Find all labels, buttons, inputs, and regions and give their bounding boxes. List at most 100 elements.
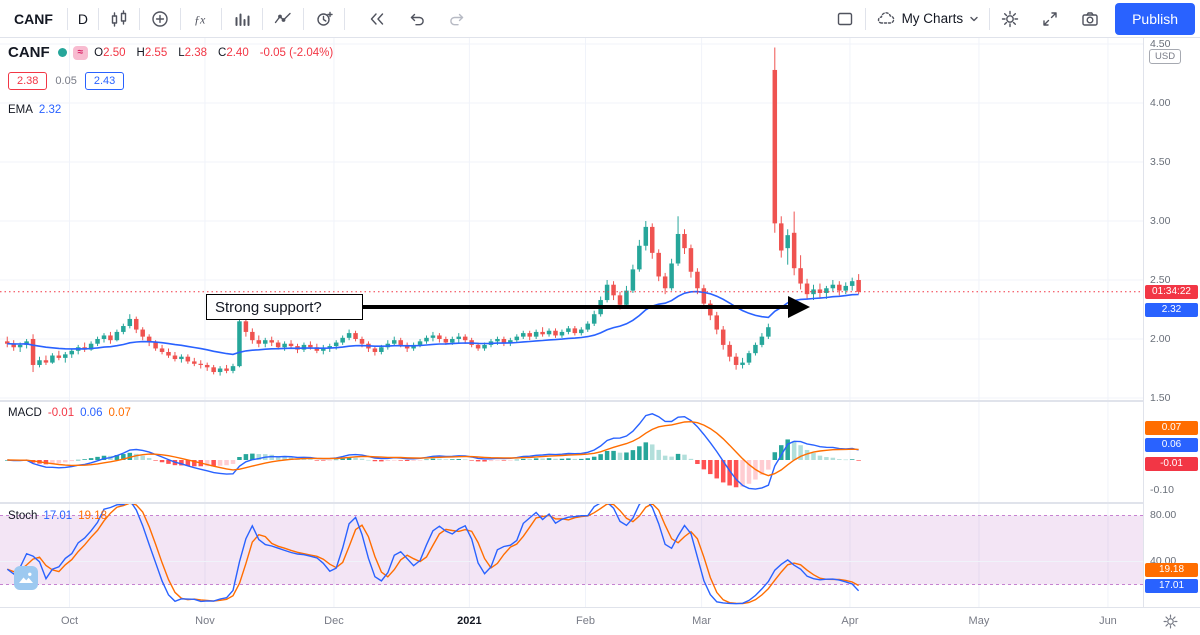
fx-indicators-icon: ƒx — [194, 12, 206, 26]
legend-symbol[interactable]: CANF — [8, 44, 50, 61]
time-axis-label: Mar — [692, 615, 712, 627]
svg-text:ƒx: ƒx — [194, 12, 206, 26]
open-value: 2.50 — [103, 46, 126, 59]
replay-button[interactable] — [357, 0, 397, 38]
macd-legend[interactable]: MACD -0.01 0.06 0.07 — [8, 407, 131, 419]
macd-pane-canvas[interactable] — [0, 402, 1143, 502]
alert-clock-icon — [317, 11, 333, 26]
time-axis-settings-gear-icon[interactable] — [1162, 613, 1179, 630]
macd-signal-axis-label: 0.07 — [1145, 421, 1198, 435]
redo-arrow-icon — [450, 13, 464, 25]
toolbar-divider — [139, 7, 141, 30]
stoch-label: Stoch — [8, 510, 38, 522]
time-axis-label: Dec — [324, 615, 344, 627]
redo-button[interactable] — [437, 0, 477, 38]
my-charts-button[interactable]: My Charts — [866, 0, 990, 38]
price-tick-label: 3.00 — [1150, 215, 1171, 227]
candlestick-style-icon — [111, 9, 127, 27]
fullscreen-icon — [1043, 11, 1057, 26]
bid-ask-row: 2.38 0.05 2.43 — [8, 72, 125, 90]
open-pair: O2.50 — [94, 47, 125, 59]
close-value: 2.40 — [226, 46, 249, 59]
forecast-button[interactable] — [263, 0, 303, 38]
stoch-upper-tick-label: 80.00 — [1150, 509, 1177, 521]
delayed-data-icon: ≈ — [72, 45, 89, 60]
gear-icon — [1001, 10, 1019, 27]
stoch-pane-canvas[interactable] — [0, 504, 1143, 607]
snapshot-button[interactable] — [1070, 0, 1110, 38]
tradingview-logo[interactable] — [14, 566, 38, 590]
undo-button[interactable] — [397, 0, 437, 38]
market-status-icon — [57, 48, 67, 57]
my-charts-label: My Charts — [901, 11, 964, 26]
price-tick-label: 2.50 — [1150, 274, 1171, 286]
layout-rect-icon — [837, 12, 852, 25]
support-arrow-head[interactable] — [788, 296, 810, 318]
support-annotation[interactable]: Strong support? — [206, 294, 363, 320]
high-label: H — [136, 46, 145, 59]
symbol-search-button[interactable]: CANF — [14, 10, 53, 27]
price-tick-label: 2.00 — [1150, 333, 1171, 345]
toolbar-divider — [989, 7, 991, 30]
time-axis-label: 2021 — [457, 615, 482, 627]
stoch-legend[interactable]: Stoch 17.01 19.18 — [8, 510, 107, 522]
price-tick-label: 1.50 — [1150, 392, 1171, 404]
bid-price[interactable]: 2.38 — [8, 72, 48, 90]
stoch-d-value: 19.18 — [78, 510, 107, 522]
time-axis-label: Nov — [195, 615, 215, 627]
time-axis-label: Jun — [1099, 615, 1117, 627]
price-axis[interactable]: 4.50 USD 4.00 3.50 3.00 2.50 2.00 1.50 0… — [1143, 38, 1200, 607]
stoch-d-axis-label: 19.18 — [1145, 563, 1198, 577]
undo-arrow-icon — [410, 13, 424, 25]
chart-style-button[interactable] — [99, 0, 139, 38]
replay-rewind-icon — [370, 12, 384, 25]
toolbar-divider — [66, 7, 68, 30]
ema-legend[interactable]: EMA 2.32 — [8, 104, 61, 116]
indicator-templates-icon — [235, 13, 250, 26]
toolbar-divider — [180, 7, 182, 30]
pane-separator[interactable] — [0, 502, 1200, 504]
currency-badge[interactable]: USD — [1149, 49, 1182, 64]
fullscreen-button[interactable] — [1030, 0, 1070, 38]
compare-button[interactable] — [140, 0, 180, 38]
alert-button[interactable] — [304, 0, 344, 38]
indicator-templates-button[interactable] — [222, 0, 262, 38]
toolbar-divider — [221, 7, 223, 30]
cloud-icon — [877, 11, 894, 24]
symbol-legend[interactable]: CANF ≈ O2.50 H2.55 L2.38 C2.40 -0.05 (-2… — [8, 44, 333, 61]
price-tick-label: 4.50 — [1150, 38, 1171, 50]
mountain-logo-icon — [19, 572, 33, 583]
pane-separator[interactable] — [0, 400, 1200, 402]
top-toolbar: CANF D ƒx — [0, 0, 1200, 38]
toolbar-divider — [864, 7, 866, 30]
chart-settings-button[interactable] — [990, 0, 1030, 38]
zigzag-line-icon — [274, 12, 291, 23]
low-value: 2.38 — [184, 46, 208, 59]
bar-countdown-label: 01:34:22 — [1145, 285, 1198, 299]
time-axis-label: Feb — [576, 615, 595, 627]
interval-button[interactable]: D — [77, 10, 89, 27]
toolbar-divider — [344, 7, 346, 30]
price-pane-canvas[interactable] — [0, 38, 1143, 400]
high-pair: H2.55 — [137, 47, 168, 59]
camera-icon — [1082, 11, 1098, 26]
ask-price[interactable]: 2.43 — [84, 72, 125, 90]
macd-hist-axis-label: -0.01 — [1145, 457, 1198, 471]
support-arrow-line[interactable] — [300, 305, 790, 309]
time-axis-label: Oct — [60, 615, 79, 627]
support-annotation-text: Strong support? — [215, 298, 322, 316]
time-axis-label: May — [968, 615, 990, 627]
spread-value: 0.05 — [55, 75, 77, 87]
toolbar-divider — [98, 7, 100, 30]
publish-button[interactable]: Publish — [1115, 2, 1195, 35]
select-layout-button[interactable] — [825, 0, 865, 38]
time-axis[interactable]: Oct Nov Dec 2021 Feb Mar Apr May Jun — [0, 607, 1200, 635]
indicators-button[interactable]: ƒx — [181, 0, 221, 38]
chevron-down-icon — [970, 16, 978, 21]
macd-label: MACD — [8, 407, 42, 419]
price-tick-label: 4.00 — [1150, 97, 1171, 109]
compare-plus-icon — [152, 10, 168, 27]
high-value: 2.55 — [144, 46, 168, 59]
stoch-k-axis-label: 17.01 — [1145, 579, 1198, 593]
